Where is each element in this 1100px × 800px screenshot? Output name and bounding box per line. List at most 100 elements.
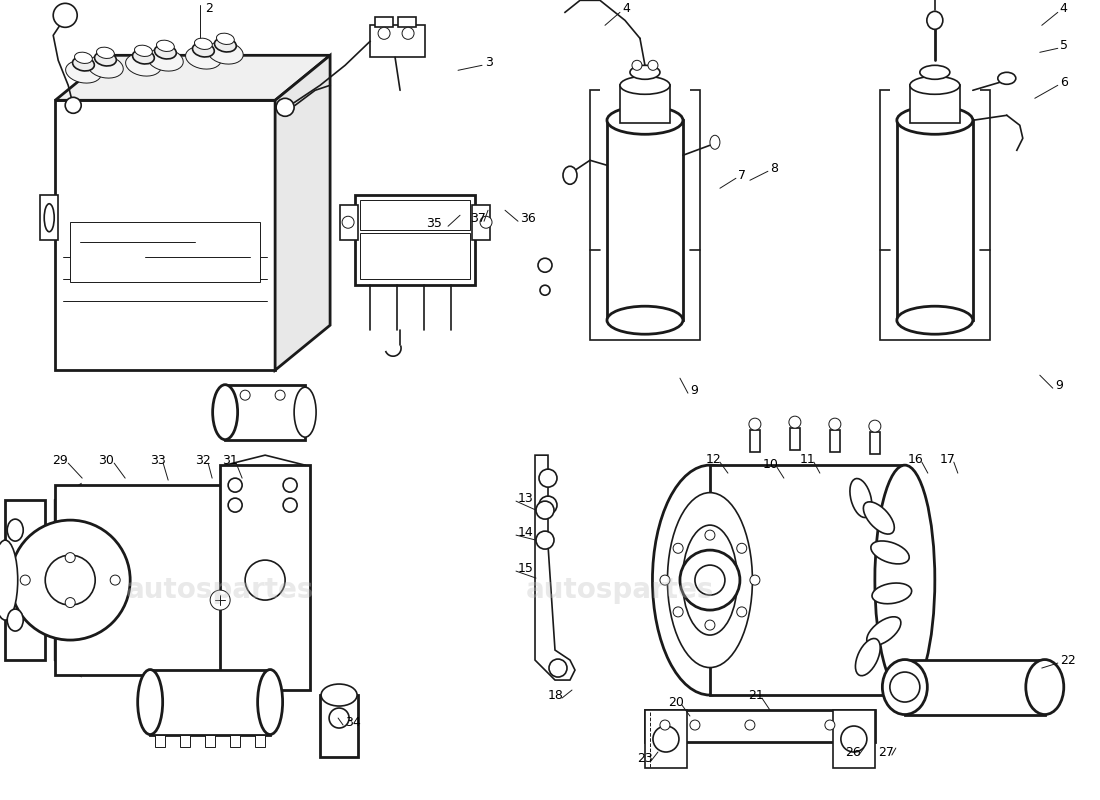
Circle shape xyxy=(283,478,297,492)
Circle shape xyxy=(825,720,835,730)
Bar xyxy=(41,194,58,240)
Text: 36: 36 xyxy=(520,212,536,225)
Circle shape xyxy=(540,286,550,295)
Bar xyxy=(620,86,670,123)
Ellipse shape xyxy=(321,684,358,706)
Circle shape xyxy=(705,620,715,630)
Ellipse shape xyxy=(97,47,114,58)
Text: 35: 35 xyxy=(426,217,442,230)
Text: 26: 26 xyxy=(845,746,860,758)
Bar xyxy=(370,26,425,58)
Text: 27: 27 xyxy=(878,746,893,758)
Text: 6: 6 xyxy=(1059,76,1068,89)
Circle shape xyxy=(538,258,552,272)
Ellipse shape xyxy=(44,204,54,232)
Bar xyxy=(226,385,305,440)
Text: 2: 2 xyxy=(205,2,213,15)
Circle shape xyxy=(110,575,120,585)
Ellipse shape xyxy=(1026,659,1064,714)
Circle shape xyxy=(342,216,354,228)
Ellipse shape xyxy=(872,583,912,604)
Circle shape xyxy=(240,390,250,400)
Circle shape xyxy=(276,98,294,116)
Polygon shape xyxy=(55,55,330,100)
Text: 17: 17 xyxy=(939,453,956,466)
Bar xyxy=(710,465,905,695)
Text: 30: 30 xyxy=(98,454,114,466)
Circle shape xyxy=(210,590,230,610)
Circle shape xyxy=(480,216,492,228)
Ellipse shape xyxy=(882,659,927,714)
Bar xyxy=(360,200,470,230)
Ellipse shape xyxy=(0,540,18,620)
Ellipse shape xyxy=(132,50,154,64)
Circle shape xyxy=(829,418,840,430)
Bar xyxy=(6,500,45,660)
Ellipse shape xyxy=(329,708,349,728)
Ellipse shape xyxy=(871,541,910,564)
Ellipse shape xyxy=(88,55,123,78)
Bar xyxy=(645,710,686,768)
Ellipse shape xyxy=(910,76,960,94)
Circle shape xyxy=(690,720,700,730)
Polygon shape xyxy=(535,455,575,680)
Text: 14: 14 xyxy=(518,526,534,538)
Circle shape xyxy=(20,575,30,585)
Circle shape xyxy=(65,98,81,114)
Bar xyxy=(230,735,240,747)
Circle shape xyxy=(245,560,285,600)
Text: 31: 31 xyxy=(222,454,238,466)
Circle shape xyxy=(539,469,557,487)
Bar xyxy=(896,120,972,320)
Bar xyxy=(870,432,880,454)
Bar xyxy=(360,234,470,279)
Polygon shape xyxy=(55,485,80,675)
Circle shape xyxy=(10,520,130,640)
Ellipse shape xyxy=(214,38,236,52)
Ellipse shape xyxy=(66,61,101,83)
Ellipse shape xyxy=(75,52,92,63)
Text: 9: 9 xyxy=(690,384,697,397)
Bar xyxy=(355,195,475,286)
Text: 5: 5 xyxy=(1059,39,1068,52)
Circle shape xyxy=(869,420,881,432)
Text: 16: 16 xyxy=(908,453,924,466)
Text: 9: 9 xyxy=(1055,378,1063,392)
Ellipse shape xyxy=(294,387,316,437)
Text: 20: 20 xyxy=(668,695,684,709)
Circle shape xyxy=(549,659,566,677)
Polygon shape xyxy=(55,100,275,370)
Ellipse shape xyxy=(156,40,174,51)
Circle shape xyxy=(53,3,77,27)
Text: 7: 7 xyxy=(738,169,746,182)
Bar xyxy=(151,670,271,735)
Polygon shape xyxy=(880,90,990,340)
Bar xyxy=(829,430,840,452)
Ellipse shape xyxy=(620,76,670,94)
Circle shape xyxy=(840,726,867,752)
Circle shape xyxy=(749,418,761,430)
Circle shape xyxy=(539,496,557,514)
Text: autospartes: autospartes xyxy=(126,576,315,604)
Circle shape xyxy=(705,530,715,540)
Ellipse shape xyxy=(8,519,23,541)
Text: 32: 32 xyxy=(195,454,211,466)
Bar xyxy=(340,206,359,240)
Circle shape xyxy=(789,416,801,428)
Ellipse shape xyxy=(245,485,285,675)
Circle shape xyxy=(403,27,414,39)
Text: 3: 3 xyxy=(485,56,493,69)
Ellipse shape xyxy=(154,45,176,59)
Ellipse shape xyxy=(563,166,578,184)
Ellipse shape xyxy=(125,54,162,76)
Text: 23: 23 xyxy=(637,751,652,765)
Bar xyxy=(910,86,960,123)
Ellipse shape xyxy=(998,72,1015,84)
Ellipse shape xyxy=(850,478,872,518)
Ellipse shape xyxy=(927,11,943,30)
Circle shape xyxy=(632,60,642,70)
Circle shape xyxy=(536,531,554,549)
Bar xyxy=(220,465,310,690)
Polygon shape xyxy=(590,90,700,340)
Circle shape xyxy=(673,607,683,617)
